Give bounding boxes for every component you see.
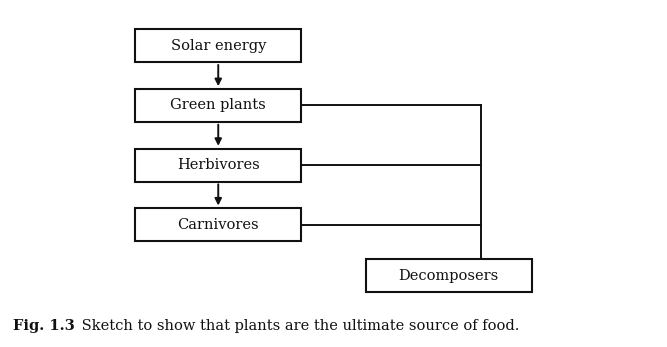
Text: Solar energy: Solar energy	[171, 39, 266, 53]
Bar	[135, 29, 301, 62]
Text: Herbivores: Herbivores	[177, 158, 259, 172]
Bar	[135, 149, 301, 181]
Text: Fig. 1.3: Fig. 1.3	[13, 319, 75, 333]
Bar	[366, 259, 532, 292]
Bar	[135, 208, 301, 241]
Text: Sketch to show that plants are the ultimate source of food.: Sketch to show that plants are the ultim…	[77, 319, 519, 333]
Text: Carnivores: Carnivores	[177, 218, 259, 232]
Bar	[135, 89, 301, 122]
Text: Green plants: Green plants	[170, 99, 266, 112]
Text: Decomposers: Decomposers	[399, 269, 499, 282]
